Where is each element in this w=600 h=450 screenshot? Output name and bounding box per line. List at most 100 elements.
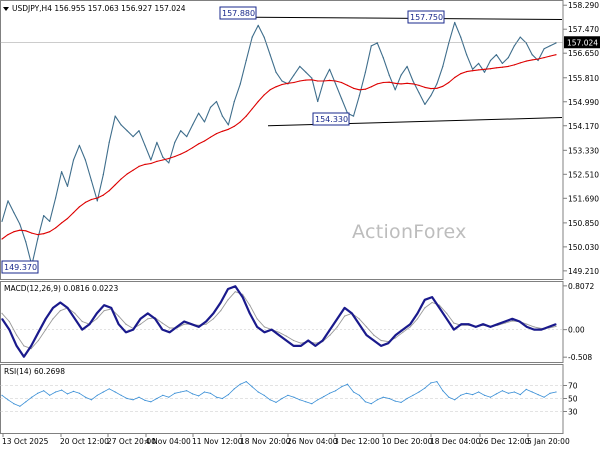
macd-signal-series-point — [504, 322, 506, 324]
rsi-series-point — [406, 397, 408, 400]
current-price-box — [564, 36, 600, 49]
rsi-series-point — [108, 388, 110, 390]
ma-series-point — [323, 80, 325, 82]
rsi-series-point — [209, 392, 212, 394]
macd-signal-series — [1, 291, 557, 350]
annotation-label: 157.880 — [222, 9, 255, 18]
ma-series-point — [72, 212, 75, 214]
macd-signal-series-point — [336, 326, 338, 328]
macd-signal-series-point — [23, 345, 25, 347]
macd-signal-series-point — [358, 318, 360, 320]
macd-signal-series-point — [446, 312, 448, 314]
ma-series-point — [442, 85, 444, 87]
macd-signal-series-point — [533, 326, 535, 328]
macd-signal-series-point — [212, 318, 214, 320]
macd-main-series-point — [438, 307, 440, 309]
rsi-series-point — [525, 388, 527, 390]
ma-series-point — [25, 230, 27, 232]
macd-main-series-points — [1, 285, 557, 358]
rsi-series-point — [358, 394, 360, 396]
price-series-point — [317, 100, 319, 103]
macd-main-series-point — [285, 339, 287, 342]
rsi-series-point — [55, 391, 57, 393]
macd-main-series-point — [88, 323, 91, 325]
ma-series-point — [430, 88, 432, 90]
ma-series-point — [49, 231, 51, 233]
price-series-point — [472, 68, 474, 70]
macd-main-series-point — [96, 312, 98, 314]
rsi-series-point — [251, 386, 253, 388]
price-series-point — [120, 124, 122, 126]
rsi-series-point — [114, 391, 116, 393]
macd-signal-series-point — [37, 339, 40, 342]
rsi-series-point — [501, 390, 503, 392]
ma-series-point — [31, 232, 33, 234]
rsi-series-point — [162, 394, 164, 396]
price-series-point — [424, 103, 426, 105]
rsi-series-point — [531, 391, 533, 393]
ma-series-point — [251, 108, 253, 110]
macd-main-series-point — [16, 345, 18, 347]
rsi-series-point — [49, 394, 51, 396]
rsi-series-point — [495, 393, 497, 395]
ma-series-point — [448, 81, 450, 84]
ma-series-point — [335, 80, 337, 82]
rsi-series-point — [340, 386, 343, 388]
ma-series-point — [519, 62, 521, 64]
rsi-series-point — [19, 405, 21, 407]
macd-main-series-point — [37, 331, 40, 333]
macd-main-series-point — [67, 307, 69, 309]
macd-signal-series-point — [314, 342, 316, 344]
price-series-point — [454, 21, 456, 24]
macd-main-series-point — [365, 334, 368, 336]
macd-main-series-point — [278, 334, 280, 336]
macd-main-series-point — [52, 307, 54, 309]
macd-main-series-point — [205, 320, 207, 323]
price-series-point — [203, 121, 206, 123]
price-series — [1, 21, 557, 266]
rsi-series-point — [180, 391, 182, 393]
rsi-series-point — [245, 381, 247, 383]
price-series-point — [1, 220, 3, 222]
macd-signal-series-point — [293, 339, 295, 342]
macd-signal-series-point — [81, 320, 83, 323]
rsi-series-point — [126, 397, 128, 400]
macd-main-series-point — [344, 307, 346, 309]
macd-signal-series-point — [329, 334, 331, 336]
price-series-point — [221, 115, 223, 117]
rsi-series-point — [323, 396, 325, 398]
price-series-point — [144, 144, 146, 146]
ma-series-point — [555, 54, 557, 56]
annotation-label: 149.370 — [4, 263, 37, 272]
ma-series-point — [525, 60, 527, 62]
ma-series-point — [513, 64, 515, 66]
rsi-series-point — [84, 396, 86, 398]
price-series-point — [329, 68, 331, 70]
price-series-point — [180, 130, 182, 132]
macd-main-series-point — [110, 307, 112, 309]
macd-main-series-point — [125, 331, 127, 333]
ma-series-point — [483, 68, 486, 70]
price-series-point — [156, 141, 158, 143]
rsi-series-point — [329, 392, 331, 394]
ma-series-point — [126, 173, 128, 175]
macd-signal-series-point — [300, 342, 302, 344]
ma-series-point — [233, 125, 235, 127]
rsi-series-point — [388, 397, 390, 400]
price-y-tick-label: 158.290 — [568, 1, 599, 10]
price-series-point — [257, 24, 259, 26]
macd-main-series-point — [300, 345, 302, 347]
x-tick-label: 18 Nov 20:00 — [240, 437, 291, 446]
price-series-point — [61, 171, 63, 173]
ma-series-point — [227, 128, 229, 130]
ma-series-point — [537, 58, 539, 60]
macd-main-series-point — [118, 323, 120, 325]
macd-main-series-point — [103, 304, 105, 306]
rsi-series-point — [311, 403, 313, 405]
macd-main-series-point — [139, 318, 142, 320]
rsi-series-point — [281, 397, 283, 400]
ma-series-point — [132, 169, 134, 171]
rsi-series-point — [424, 387, 426, 389]
rsi-series-point — [144, 399, 146, 401]
